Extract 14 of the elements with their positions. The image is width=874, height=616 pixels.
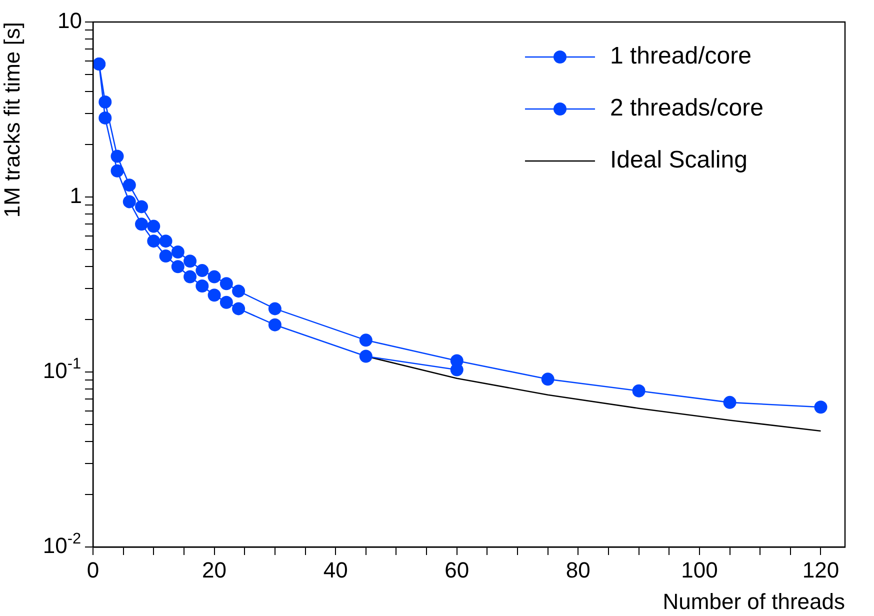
legend-label: Ideal Scaling (610, 146, 748, 174)
x-tick-label: 100 (681, 557, 718, 582)
y-tick-label: 1 (70, 183, 82, 208)
legend-label: 2 threads/core (610, 94, 764, 122)
legend-label: 1 thread/core (610, 42, 752, 70)
x-tick-label: 60 (444, 557, 470, 582)
y-axis-title: 1M tracks fit time [s] (0, 22, 24, 218)
x-axis-title: Number of threads (662, 588, 845, 614)
x-tick-label: 80 (566, 557, 590, 582)
y-tick-label: 10 (58, 8, 82, 34)
x-tick-label: 40 (323, 557, 348, 582)
x-tick-label: 0 (86, 557, 100, 582)
x-tick-label: 120 (802, 557, 840, 582)
x-tick-label: 20 (202, 557, 227, 582)
